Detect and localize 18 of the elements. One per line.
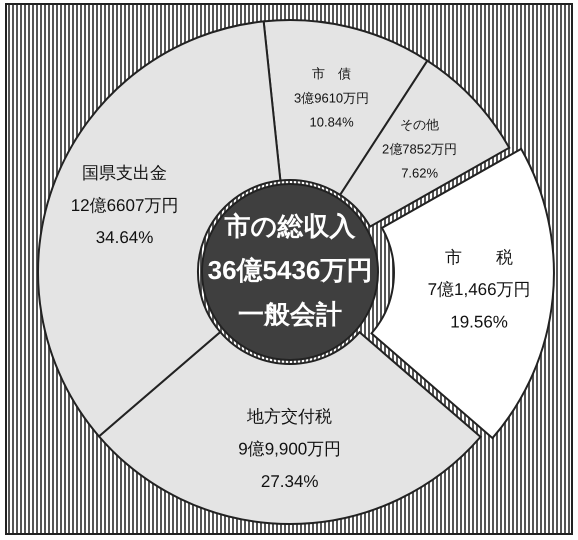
- slice-label: 市 税: [445, 248, 514, 267]
- text: 3億9610万円: [294, 90, 370, 106]
- data-label: 34.64%: [96, 228, 154, 248]
- text: 9億9,900万円: [238, 439, 342, 458]
- text: 7億1,466万円: [428, 280, 531, 300]
- text: 市の総収入: [224, 210, 356, 241]
- slice-label: 市 債: [312, 66, 352, 82]
- data-label: 7.62%: [401, 166, 438, 181]
- text: 12億6607万円: [70, 196, 178, 215]
- data-label: 10.84%: [310, 114, 354, 130]
- data-label: 19.56%: [450, 312, 508, 332]
- slice-label: その他: [400, 117, 440, 132]
- text: 2億7852万円: [382, 141, 458, 156]
- slice-label: 国県支出金: [82, 164, 168, 183]
- slice-label: 地方交付税: [246, 407, 332, 426]
- data-label: 27.34%: [260, 472, 319, 491]
- text: 一般会計: [238, 298, 342, 329]
- text: 36億5436万円: [208, 254, 372, 285]
